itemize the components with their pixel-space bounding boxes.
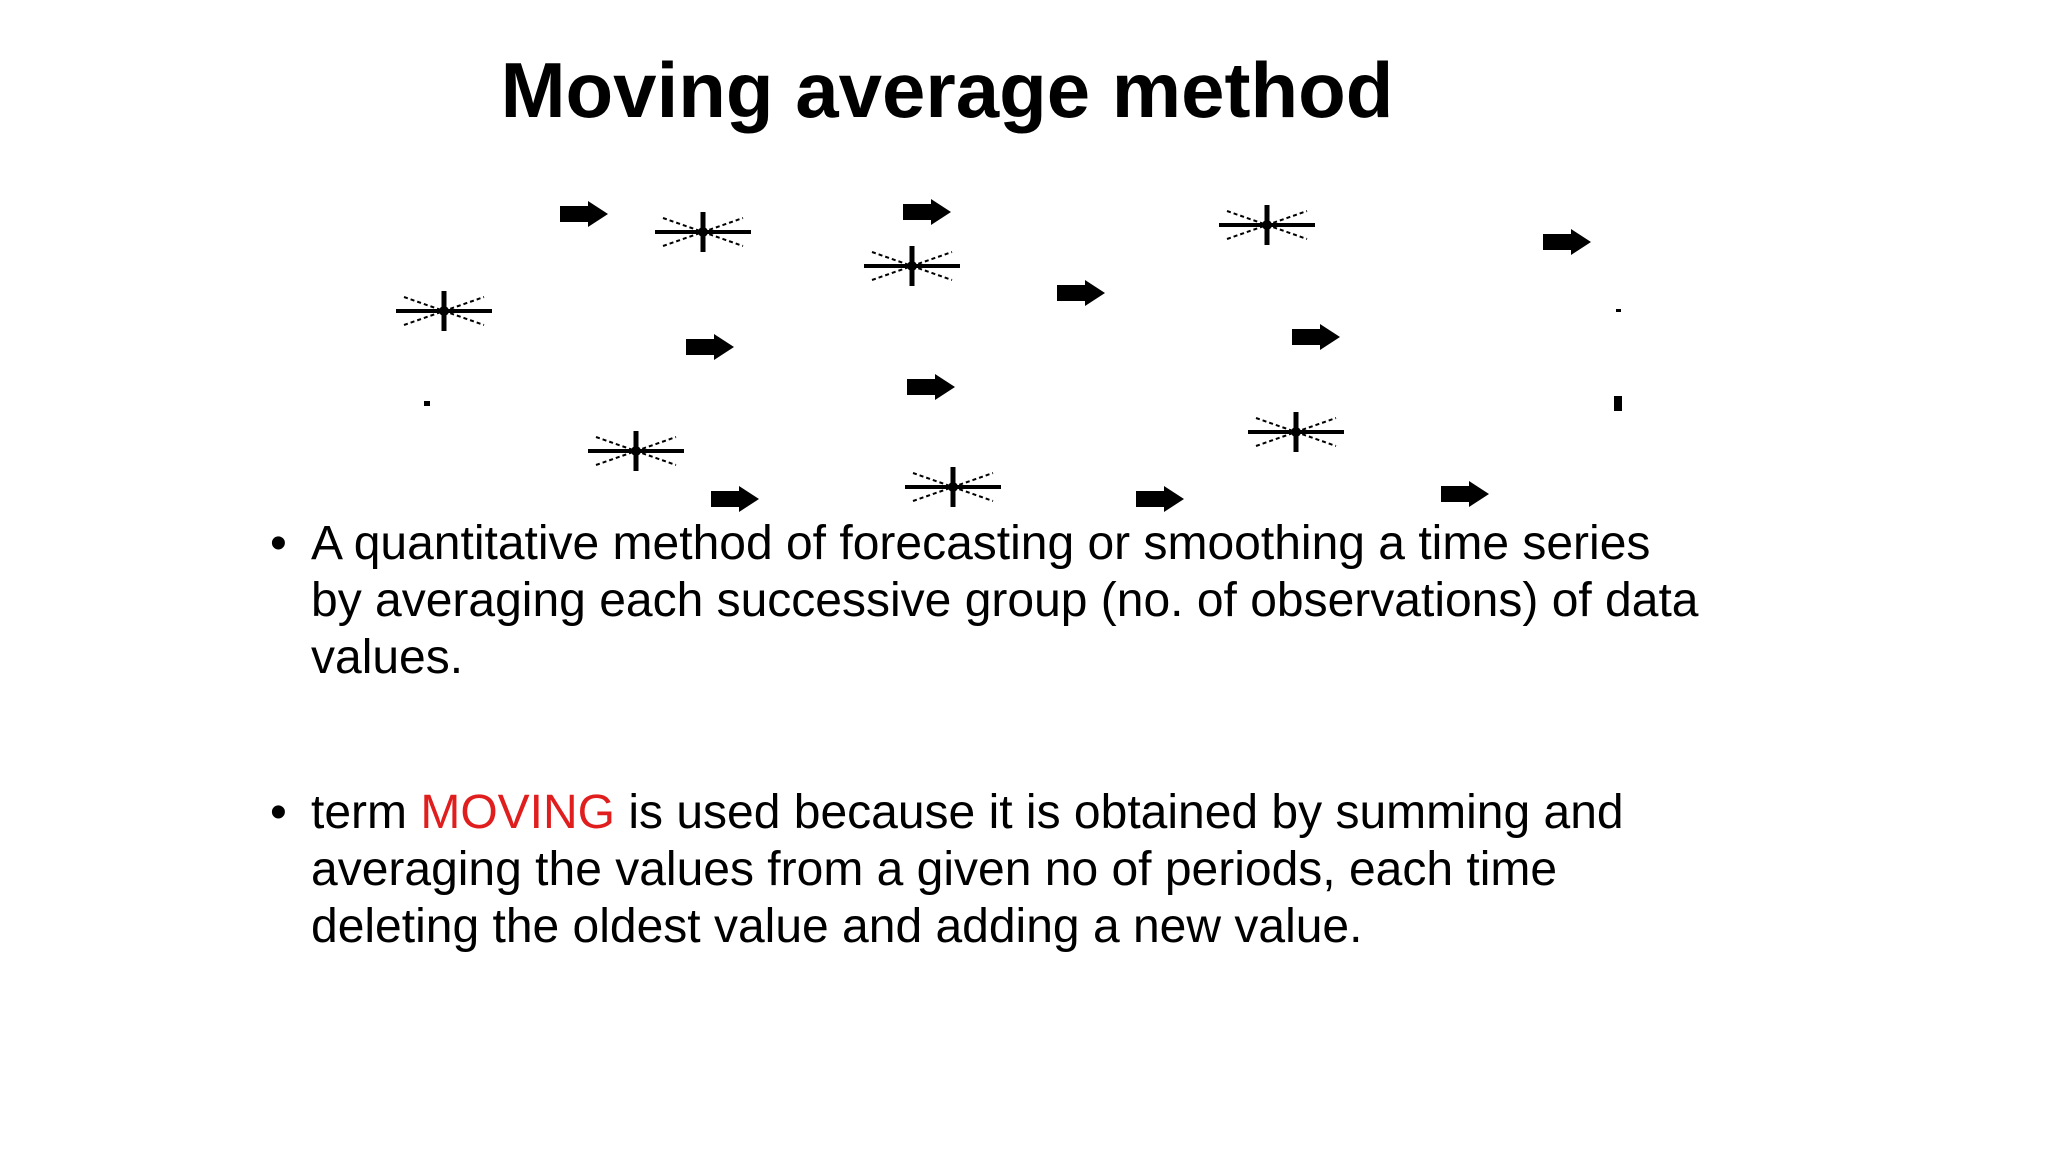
arrow: [907, 374, 955, 400]
arrow: [1057, 280, 1105, 306]
arrow: [711, 486, 759, 512]
snowflake: [905, 467, 1001, 507]
bullet-text: A quantitative method of forecasting or …: [311, 517, 1699, 684]
arrow: [560, 201, 608, 227]
snowflakes: [396, 205, 1344, 507]
slide-title: Moving average method: [500, 46, 1394, 134]
snowflake: [655, 212, 751, 252]
snowflake: [1219, 205, 1315, 245]
dot: [1614, 396, 1622, 411]
bullet: A quantitative method of forecasting or …: [270, 515, 1710, 686]
decoration: [0, 199, 1622, 512]
snowflake: [588, 431, 684, 471]
arrow: [903, 199, 951, 225]
dot: [424, 401, 430, 406]
dot: [1616, 309, 1621, 312]
arrow: [1441, 481, 1489, 507]
bullet-list: A quantitative method of forecasting or …: [270, 515, 1710, 955]
snowflake: [1248, 412, 1344, 452]
snowflake: [864, 246, 960, 286]
arrow: [686, 334, 734, 360]
snowflake: [396, 291, 492, 331]
highlight-text: MOVING: [420, 786, 616, 839]
bullet-text: is used because it is obtained by summin…: [311, 786, 1624, 953]
arrows: [560, 199, 1591, 512]
arrow: [1543, 229, 1591, 255]
bullet: term MOVING is used because it is obtain…: [270, 784, 1710, 955]
arrow: [1292, 324, 1340, 350]
arrow: [1136, 486, 1184, 512]
bullet-text: term: [311, 786, 421, 839]
